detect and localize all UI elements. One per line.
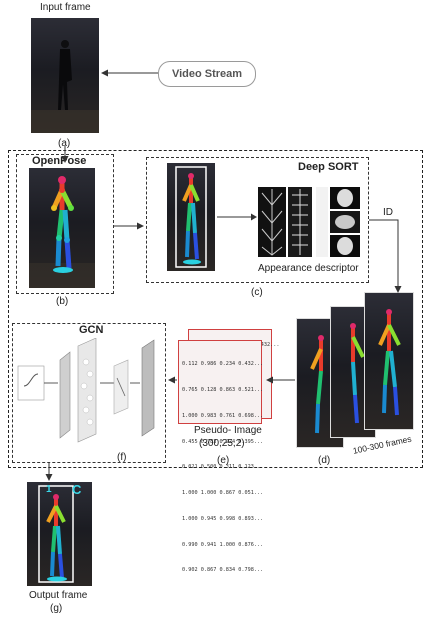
frame-stack-3 (364, 292, 414, 430)
pseudo-row: 0.990 0.941 1.000 0.876... (182, 541, 264, 548)
arrow-deepsort-to-frames (369, 219, 402, 293)
pseudo-shape-label: (300,25,2) (199, 438, 245, 449)
video-stream-box: Video Stream (158, 61, 256, 87)
deepsort-title: Deep SORT (298, 161, 359, 173)
pseudo-row: 1.000 1.000 0.867 0.051... (182, 490, 264, 497)
step-e-label: (e) (217, 455, 230, 466)
output-id-number: 1 (46, 484, 52, 495)
pipeline-container (8, 150, 423, 468)
input-frame-label: Input frame (40, 2, 91, 13)
pseudo-row: 0.021 0.500 0.311 0.123... (182, 464, 264, 471)
output-skeleton (38, 485, 74, 583)
pseudo-row: 0.455 0.783 0.224 0.395... (182, 438, 264, 445)
gcn-box (12, 323, 166, 463)
pseudo-row: 1.000 0.983 0.761 0.698... (182, 412, 264, 419)
openpose-skeleton-image (29, 168, 95, 288)
skeleton-figure (29, 176, 95, 288)
step-a-label: (a) (58, 138, 71, 149)
input-frame-image (31, 18, 99, 133)
step-b-label: (b) (56, 296, 69, 307)
output-frame-label: Output frame (29, 590, 88, 601)
pseudo-row: 1.000 0.945 0.998 0.893... (182, 515, 264, 522)
tracked-skeleton (175, 166, 207, 268)
appearance-descriptor-label: Appearance descriptor (258, 263, 359, 274)
step-f-label: (f) (117, 452, 127, 463)
step-d-label: (d) (318, 455, 331, 466)
output-class-letter: C (72, 482, 82, 497)
deepsort-tracked-image (167, 163, 215, 271)
pedestrian-silhouette (31, 40, 99, 133)
pseudo-image-label: Pseudo- Image (194, 425, 262, 436)
arrow-to-descriptor (217, 213, 257, 221)
id-label: ID (383, 207, 393, 218)
openpose-title: OpenPose (32, 155, 87, 167)
pseudo-row: 0.765 0.128 0.863 0.521... (182, 386, 264, 393)
pseudo-row: 0.902 0.867 0.834 0.798... (182, 567, 264, 574)
step-c-label: (c) (251, 287, 263, 298)
step-g-label: (g) (50, 603, 63, 614)
pseudo-image-front-card: 0.112 0.986 0.234 0.432... 0.765 0.128 0… (178, 340, 264, 573)
appearance-descriptor-visual (258, 187, 360, 257)
deepsort-box (146, 157, 369, 283)
pseudo-row: 0.112 0.986 0.234 0.432... (182, 361, 264, 368)
gcn-network-diagram (17, 338, 155, 443)
gcn-title: GCN (79, 324, 104, 336)
output-frame-image (27, 482, 92, 586)
